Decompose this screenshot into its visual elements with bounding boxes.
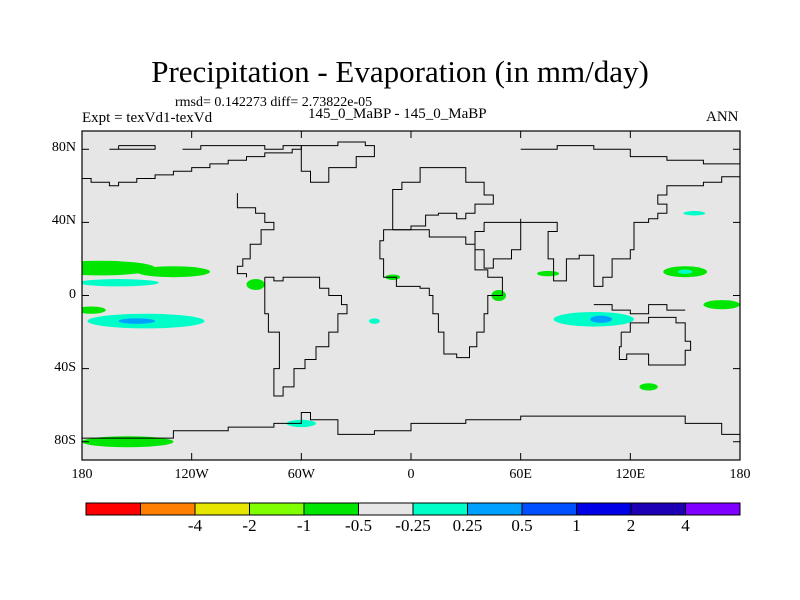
- ytick-label-1: 40N: [51, 213, 76, 229]
- colorbar-box-5: [358, 502, 414, 516]
- colorbar-label-5: 0.25: [452, 516, 483, 535]
- colorbar-box-4: [303, 502, 359, 516]
- ytick-label-4: 80S: [54, 432, 76, 448]
- colorbar-box-7: [467, 502, 523, 516]
- xtick-label-1: 120W: [174, 467, 209, 482]
- colorbar-box-8: [521, 502, 577, 516]
- ytick-label-2: 0: [69, 286, 76, 302]
- coastline-12: [82, 412, 740, 439]
- colorbar-label-0: -4: [187, 516, 203, 535]
- xtick-label-6: 180: [729, 467, 751, 482]
- xtick-label-3: 0: [407, 467, 415, 482]
- colorbar-box-1: [140, 502, 196, 516]
- rmsd-stats: rmsd= 0.142273 diff= 2.73822e-05: [175, 95, 373, 110]
- xtick-label-4: 60E: [509, 467, 532, 482]
- coastline-6: [379, 229, 503, 359]
- coastline-11: [618, 316, 692, 366]
- coastline-9: [520, 145, 740, 165]
- anomaly-indian-n: [537, 270, 560, 277]
- anomaly-w-pacific-core: [677, 269, 693, 274]
- anomaly-panama: [246, 279, 265, 291]
- anomaly-tasman: [703, 300, 740, 310]
- xtick-label-0: 180: [71, 467, 93, 482]
- colorbar-label-9: 4: [681, 516, 690, 535]
- cases-label: 145_0_MaBP - 145_0_MaBP: [308, 106, 487, 122]
- colorbar-box-0: [85, 502, 141, 516]
- anomaly-antarctic-pacific: [82, 436, 174, 448]
- colorbar-box-9: [576, 502, 632, 516]
- colorbar-label-7: 1: [572, 516, 581, 535]
- anomaly-n-pacific-east: [683, 211, 706, 216]
- map-background: [82, 131, 740, 460]
- colorbar-box-3: [249, 502, 305, 516]
- coastline-8: [520, 171, 740, 287]
- ytick-label-3: 40S: [54, 359, 76, 375]
- anomaly-africa-west: [368, 318, 380, 324]
- experiment-label: Expt = texVd1-texVd: [82, 110, 213, 126]
- ytick-label-0: 80N: [51, 140, 76, 156]
- coastline-2: [236, 193, 275, 278]
- coastline-3: [264, 276, 348, 397]
- anomaly-s-pacific-edge: [82, 306, 106, 314]
- xtick-label-2: 60W: [287, 467, 315, 482]
- colorbar-label-8: 2: [626, 516, 636, 535]
- anomaly-indian-ocean-core: [590, 315, 613, 323]
- coastline-5: [392, 167, 494, 231]
- chart-title: Precipitation - Evaporation (in mm/day): [151, 54, 649, 89]
- colorbar-box-2: [194, 502, 250, 516]
- xtick-label-5: 120E: [615, 467, 646, 482]
- anomaly-s-pacific-core: [118, 318, 156, 324]
- coastline-7: [474, 218, 522, 269]
- colorbar-label-1: -2: [242, 516, 257, 535]
- colorbar-label-6: 0.5: [511, 516, 533, 535]
- anomaly-s-indian: [639, 383, 658, 391]
- anomaly-eq-pacific-west: [82, 279, 159, 287]
- colorbar-box-6: [412, 502, 468, 516]
- map-content: [82, 141, 740, 448]
- colorbar-label-3: -0.5: [345, 516, 372, 535]
- anomaly-n-pacific-band: [82, 260, 156, 276]
- colorbar-box-11: [685, 502, 741, 516]
- anomaly-n-pacific-band-east: [136, 266, 210, 278]
- colorbar-label-2: -1: [296, 516, 312, 535]
- coastline-1: [82, 145, 302, 187]
- coastline-4: [300, 141, 375, 183]
- colorbar-label-4: -0.25: [395, 516, 431, 535]
- coastline-0: [109, 145, 156, 150]
- coastline-10: [593, 304, 686, 315]
- colorbar-box-10: [630, 502, 686, 516]
- season-label: ANN: [706, 109, 739, 125]
